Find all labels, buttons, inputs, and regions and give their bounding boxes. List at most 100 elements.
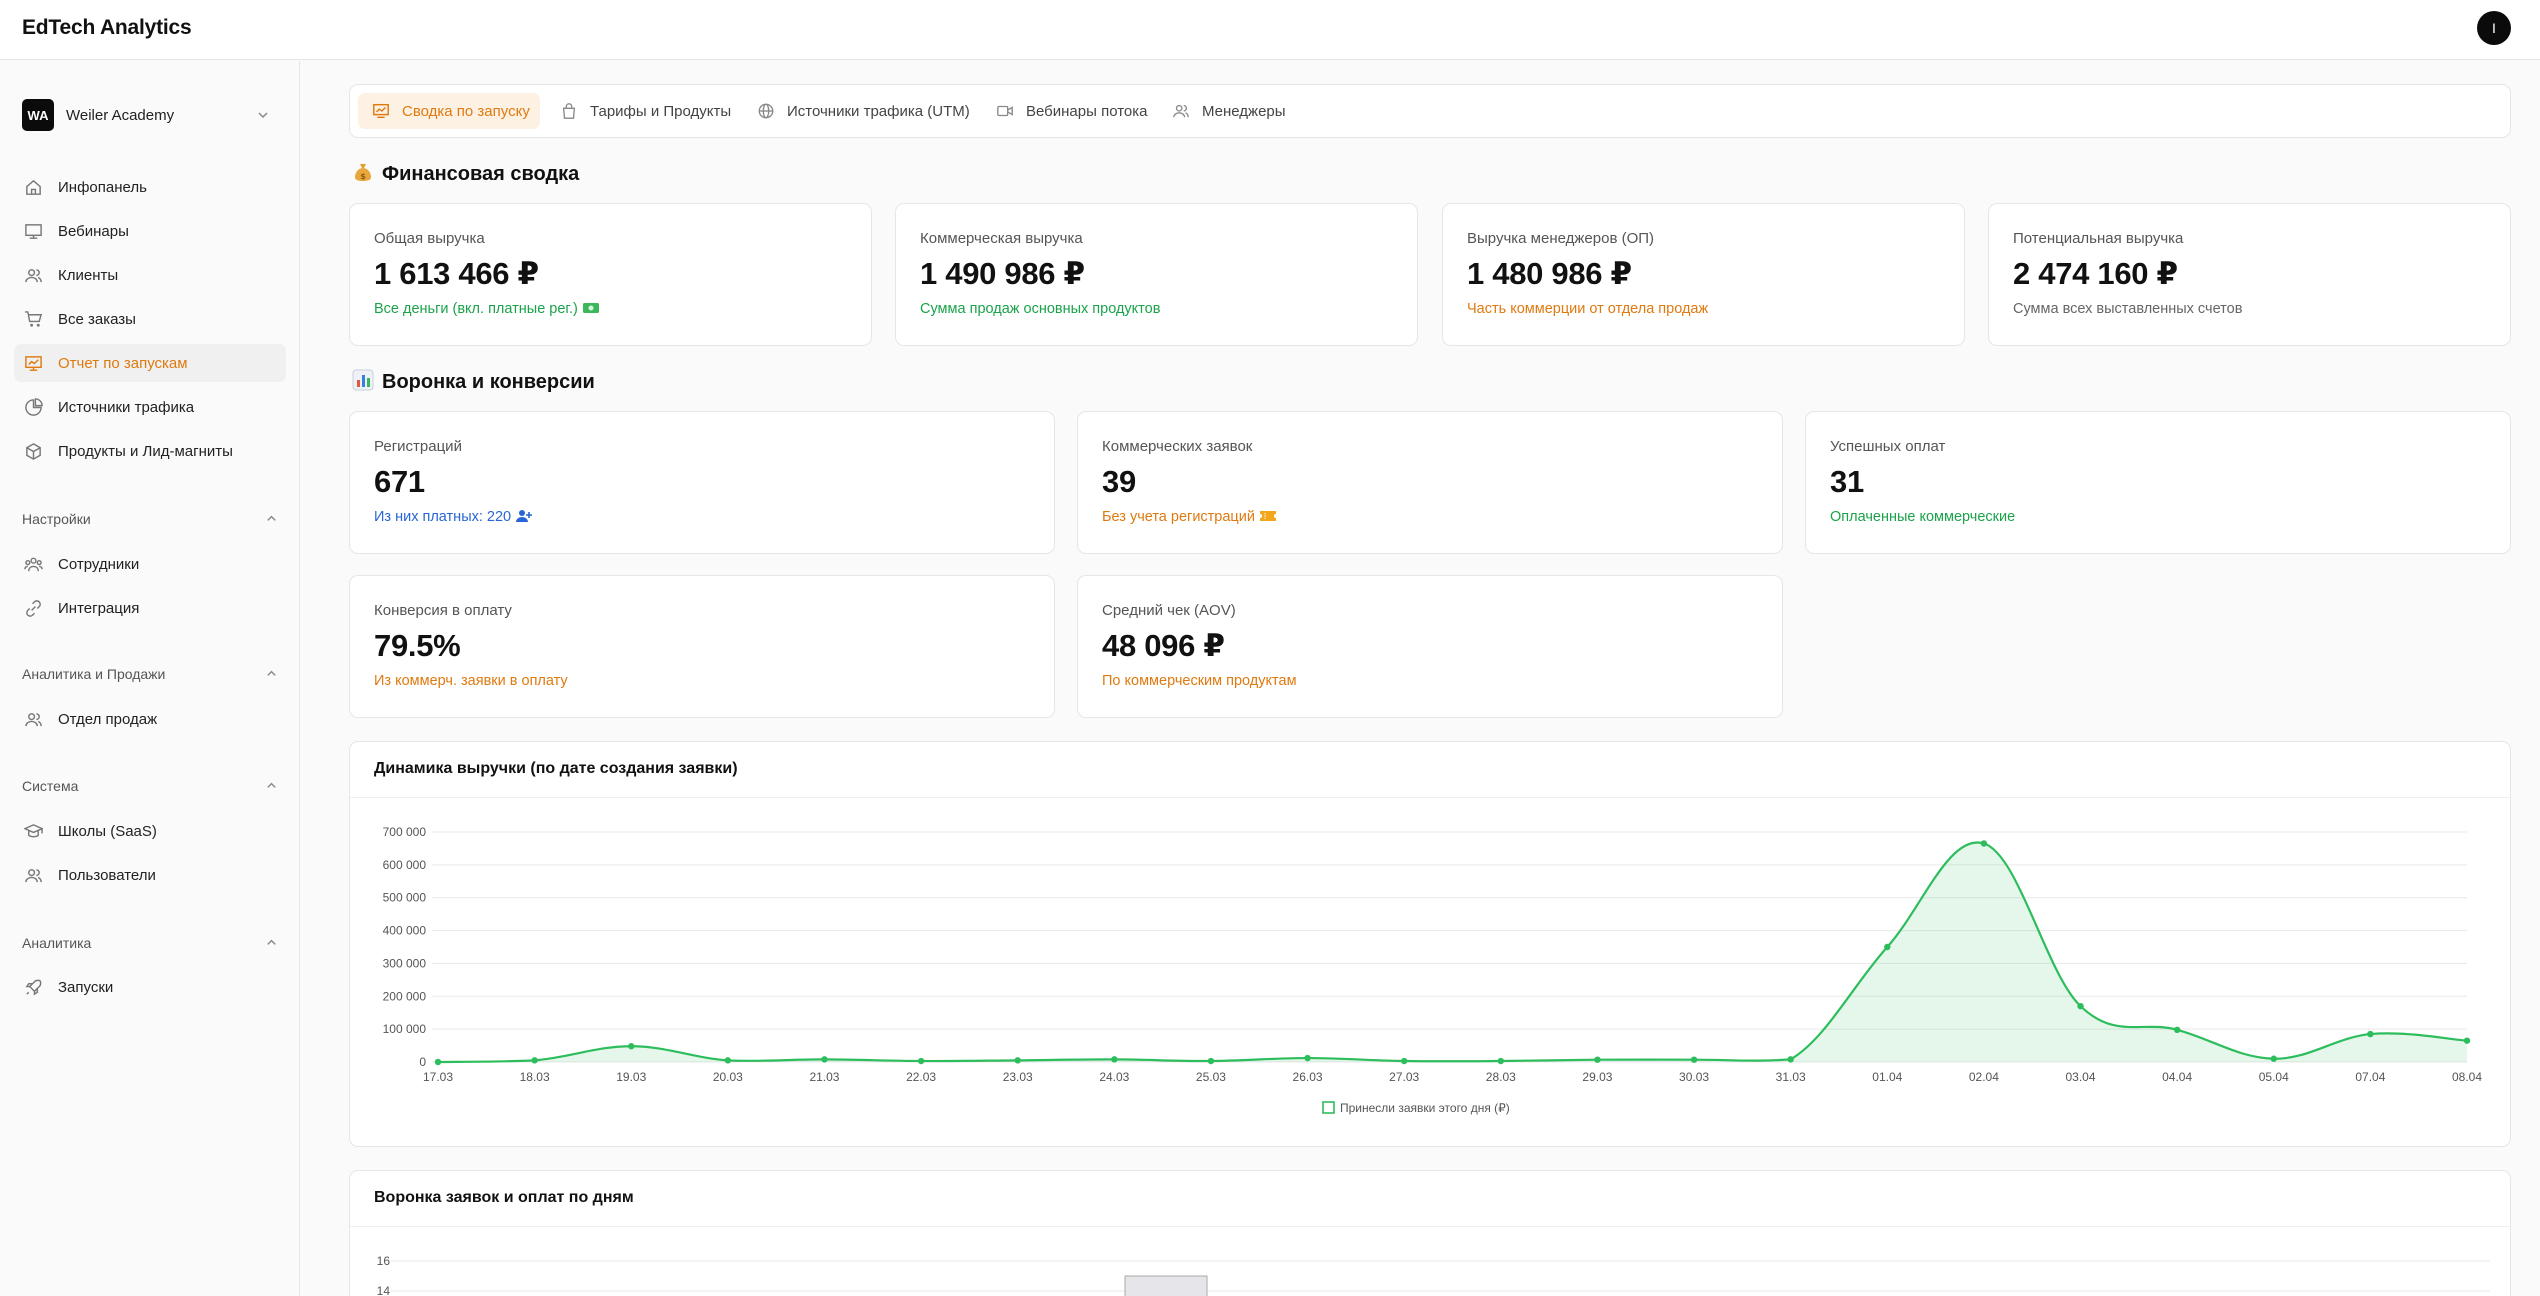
x-tick-label: 20.03 <box>713 1070 743 1084</box>
tab-managers[interactable]: Менеджеры <box>1158 93 1298 129</box>
kpi-value: 1 613 466 ₽ <box>374 256 539 291</box>
kpi-subtitle-text: Все деньги (вкл. платные рег.) <box>374 301 578 317</box>
chevron-up-icon <box>267 939 276 945</box>
sidebar-item-label: Клиенты <box>58 267 119 284</box>
link-icon <box>26 600 41 617</box>
sidebar-item-webinars[interactable]: Вебинары <box>14 212 286 250</box>
money-bag-icon: $ <box>355 164 371 181</box>
y-tick-label: 100 000 <box>383 1022 427 1036</box>
x-tick-label: 23.03 <box>1003 1070 1033 1084</box>
y-tick-label: 700 000 <box>383 825 427 839</box>
school-switcher[interactable]: WA Weiler Academy <box>22 99 280 133</box>
kpi-card-potential-revenue: Потенциальная выручка 2 474 160 ₽ Сумма … <box>1988 203 2511 346</box>
tab-launch-summary[interactable]: Сводка по запуску <box>358 93 540 129</box>
user-avatar[interactable]: I <box>2477 11 2511 45</box>
sidebar-item-products[interactable]: Продукты и Лид-магниты <box>14 432 286 470</box>
bar <box>1124 1275 1208 1296</box>
data-point <box>434 1058 442 1066</box>
section-settings[interactable]: Настройки <box>22 509 278 529</box>
x-tick-label: 21.03 <box>809 1070 839 1084</box>
y-tick-label: 500 000 <box>383 891 427 905</box>
graduation-cap-icon <box>24 824 43 838</box>
video-icon <box>997 105 1013 117</box>
data-point <box>2270 1055 2277 1062</box>
kpi-card-commercial-requests: Коммерческих заявок 39 Без учета регистр… <box>1077 411 1783 554</box>
sidebar-item-label: Сотрудники <box>58 556 140 573</box>
tab-traffic-utm[interactable]: Источники трафика (UTM) <box>743 93 975 129</box>
kpi-card-conversion: Конверсия в оплату 79.5% Из коммерч. зая… <box>349 575 1055 718</box>
tab-tariffs-products[interactable]: Тарифы и Продукты <box>546 93 736 129</box>
tab-stream-webinars[interactable]: Вебинары потока <box>982 93 1152 129</box>
x-tick-label: 07.04 <box>2355 1070 2385 1084</box>
sidebar-item-label: Интеграция <box>58 600 140 617</box>
y-tick-label: 400 000 <box>383 924 427 938</box>
data-point <box>724 1057 732 1064</box>
revenue-area-chart: 0 100 000 200 000 300 000 400 000 500 000 600 … <box>383 825 2483 1115</box>
area-fill <box>438 842 2467 1062</box>
data-point <box>1111 1056 1118 1063</box>
sidebar-item-launch-report[interactable]: Отчет по запускам <box>14 344 286 382</box>
funnel-section-title: Воронка и конверсии <box>352 369 595 394</box>
sidebar-item-launches[interactable]: Запуски <box>14 968 286 1006</box>
section-title: Настройки <box>22 511 91 527</box>
revenue-chart-card: Динамика выручки (по дате создания заявк… <box>349 741 2511 1147</box>
kpi-label: Коммерческих заявок <box>1102 438 1253 455</box>
section-system[interactable]: Система <box>22 776 278 796</box>
tab-label: Сводка по запуску <box>402 103 530 120</box>
kpi-value: 31 <box>1830 464 1864 499</box>
kpi-label: Средний чек (AOV) <box>1102 602 1236 619</box>
x-tick-label: 22.03 <box>906 1070 936 1084</box>
chart-title: Воронка заявок и оплат по дням <box>374 1189 634 1206</box>
kpi-label: Выручка менеджеров (ОП) <box>1467 230 1655 247</box>
sidebar-item-sales-dept[interactable]: Отдел продаж <box>14 700 286 738</box>
kpi-value: 671 <box>374 464 425 499</box>
chevron-up-icon <box>267 782 276 788</box>
chart-header: Динамика выручки (по дате создания заявк… <box>350 742 2510 798</box>
sidebar-item-traffic[interactable]: Источники трафика <box>14 388 286 426</box>
data-point <box>1497 1057 1505 1065</box>
sidebar-item-label: Вебинары <box>58 223 129 240</box>
presentation-icon <box>373 103 389 119</box>
kpi-label: Общая выручка <box>374 230 485 247</box>
chevron-up-icon <box>267 515 276 521</box>
y-tick-label: 600 000 <box>383 858 427 872</box>
school-logo: WA <box>22 99 54 131</box>
x-tick-label: 31.03 <box>1776 1070 1806 1084</box>
presentation-icon <box>25 224 42 239</box>
x-tick-label: 05.04 <box>2259 1070 2289 1084</box>
section-analytics-sales[interactable]: Аналитика и Продажи <box>22 664 278 684</box>
sidebar-item-integration[interactable]: Интеграция <box>14 589 286 627</box>
x-tick-label: 02.04 <box>1969 1070 1999 1084</box>
funnel-title-text: Воронка и конверсии <box>382 371 595 393</box>
y-tick-label: 0 <box>419 1055 426 1069</box>
kpi-card-total-revenue: Общая выручка 1 613 466 ₽ Все деньги (вк… <box>349 203 872 346</box>
sidebar-item-schools[interactable]: Школы (SaaS) <box>14 812 286 850</box>
sidebar-item-label: Источники трафика <box>58 399 195 416</box>
cart-icon <box>24 311 43 327</box>
section-title: Аналитика <box>22 935 92 951</box>
y-tick-label: 200 000 <box>383 989 427 1003</box>
svg-text:$: $ <box>360 172 366 181</box>
top-bar: EdTech Analytics I <box>0 0 2540 60</box>
team-icon <box>24 557 43 572</box>
tab-label: Менеджеры <box>1202 103 1286 120</box>
x-tick-label: 08.04 <box>2452 1070 2482 1084</box>
sidebar-item-staff[interactable]: Сотрудники <box>14 545 286 583</box>
sidebar-item-label: Запуски <box>58 979 114 996</box>
data-point <box>531 1057 538 1064</box>
x-tick-label: 04.04 <box>2162 1070 2192 1084</box>
data-point <box>821 1056 828 1063</box>
app-title[interactable]: EdTech Analytics <box>22 16 192 39</box>
section-analytics[interactable]: Аналитика <box>22 933 278 953</box>
sidebar-item-label: Все заказы <box>58 311 136 328</box>
ticket-icon <box>1259 511 1276 521</box>
sidebar-item-infopanel[interactable]: Инфопанель <box>14 168 286 206</box>
data-point <box>1014 1057 1021 1064</box>
chart-title: Динамика выручки (по дате создания заявк… <box>374 760 738 777</box>
sidebar-item-orders[interactable]: Все заказы <box>14 300 286 338</box>
data-point <box>1594 1056 1601 1063</box>
x-tick-label: 30.03 <box>1679 1070 1709 1084</box>
sidebar-item-clients[interactable]: Клиенты <box>14 256 286 294</box>
x-tick-label: 24.03 <box>1099 1070 1129 1084</box>
sidebar-item-users[interactable]: Пользователи <box>14 856 286 894</box>
